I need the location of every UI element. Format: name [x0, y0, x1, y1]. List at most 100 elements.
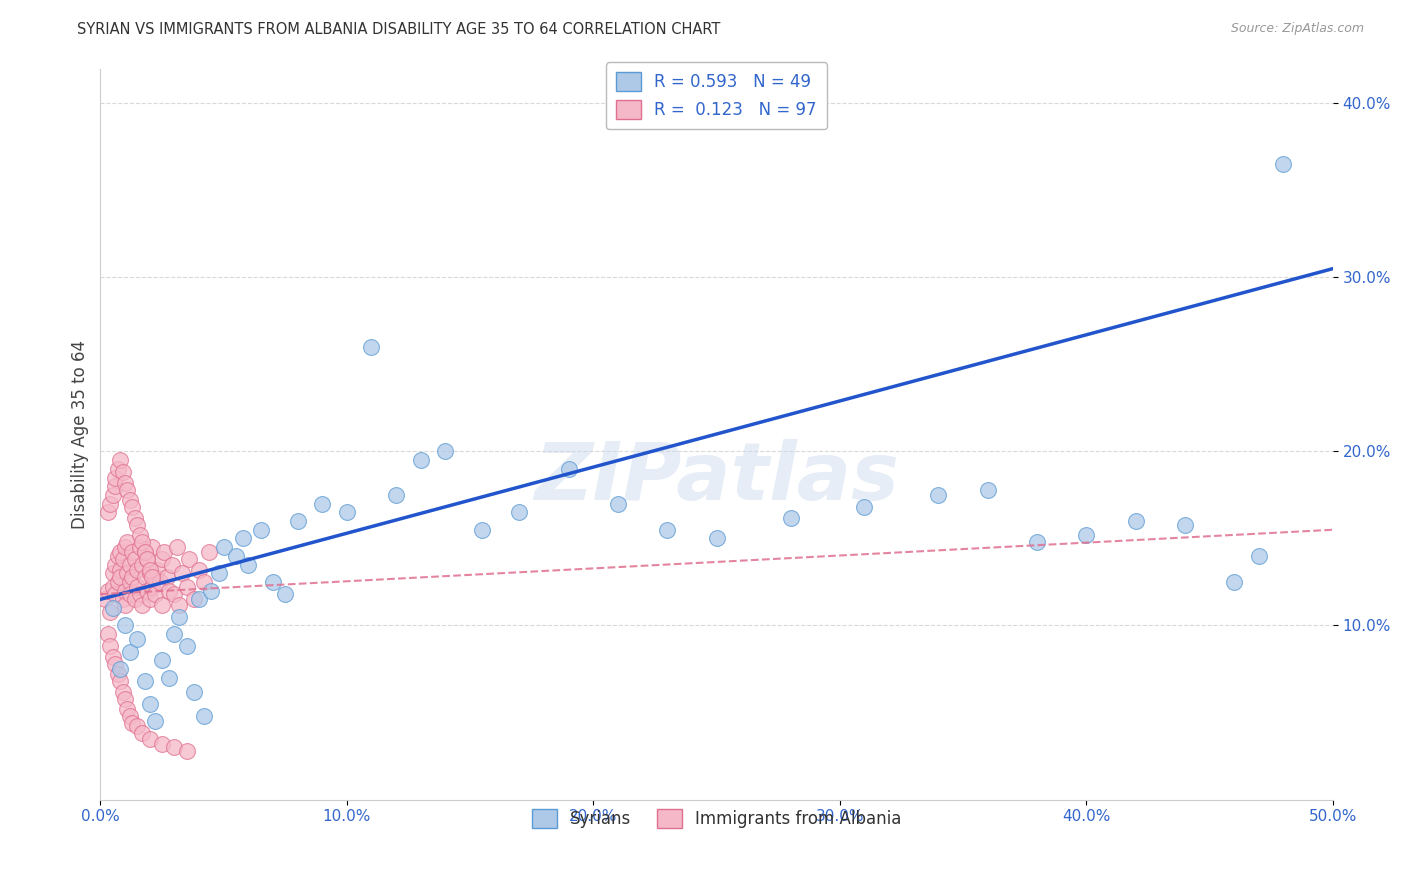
- Point: [98, 605, 121, 619]
- Point: [927, 488, 949, 502]
- Point: [114, 598, 136, 612]
- Point: [101, 649, 124, 664]
- Point: [127, 632, 149, 647]
- Point: [232, 532, 254, 546]
- Point: [131, 558, 153, 572]
- Point: [131, 535, 153, 549]
- Point: [111, 592, 134, 607]
- Point: [193, 709, 215, 723]
- Point: [1076, 528, 1098, 542]
- Point: [101, 601, 124, 615]
- Point: [657, 523, 679, 537]
- Point: [385, 488, 408, 502]
- Text: SYRIAN VS IMMIGRANTS FROM ALBANIA DISABILITY AGE 35 TO 64 CORRELATION CHART: SYRIAN VS IMMIGRANTS FROM ALBANIA DISABI…: [77, 22, 721, 37]
- Point: [141, 580, 163, 594]
- Point: [138, 731, 160, 746]
- Point: [160, 558, 183, 572]
- Point: [143, 587, 166, 601]
- Point: [170, 566, 193, 581]
- Point: [111, 552, 134, 566]
- Point: [336, 505, 359, 519]
- Point: [1223, 574, 1246, 589]
- Point: [136, 552, 159, 566]
- Point: [108, 674, 131, 689]
- Point: [212, 540, 235, 554]
- Point: [141, 570, 163, 584]
- Point: [360, 340, 382, 354]
- Point: [225, 549, 247, 563]
- Point: [150, 653, 173, 667]
- Text: ZIPatlas: ZIPatlas: [534, 439, 898, 516]
- Point: [134, 545, 156, 559]
- Point: [134, 545, 156, 559]
- Point: [101, 488, 124, 502]
- Point: [117, 483, 139, 497]
- Point: [198, 545, 221, 559]
- Point: [97, 505, 120, 519]
- Point: [238, 558, 260, 572]
- Y-axis label: Disability Age 35 to 64: Disability Age 35 to 64: [72, 340, 89, 529]
- Point: [101, 566, 124, 581]
- Point: [779, 510, 801, 524]
- Point: [141, 540, 163, 554]
- Point: [128, 540, 150, 554]
- Point: [114, 691, 136, 706]
- Point: [409, 453, 432, 467]
- Point: [124, 510, 146, 524]
- Point: [98, 497, 121, 511]
- Point: [706, 532, 728, 546]
- Point: [111, 684, 134, 698]
- Point: [114, 475, 136, 490]
- Point: [104, 479, 127, 493]
- Point: [134, 674, 156, 689]
- Point: [111, 465, 134, 479]
- Point: [157, 583, 180, 598]
- Point: [127, 580, 149, 594]
- Point: [118, 709, 141, 723]
- Legend: Syrians, Immigrants from Albania: Syrians, Immigrants from Albania: [526, 803, 908, 835]
- Point: [101, 580, 124, 594]
- Point: [94, 592, 117, 607]
- Point: [163, 740, 186, 755]
- Text: Source: ZipAtlas.com: Source: ZipAtlas.com: [1230, 22, 1364, 36]
- Point: [153, 545, 176, 559]
- Point: [118, 587, 141, 601]
- Point: [138, 563, 160, 577]
- Point: [108, 453, 131, 467]
- Point: [208, 566, 231, 581]
- Point: [97, 583, 120, 598]
- Point: [167, 609, 190, 624]
- Point: [107, 462, 129, 476]
- Point: [114, 540, 136, 554]
- Point: [274, 587, 297, 601]
- Point: [114, 583, 136, 598]
- Point: [976, 483, 998, 497]
- Point: [127, 719, 149, 733]
- Point: [150, 737, 173, 751]
- Point: [108, 563, 131, 577]
- Point: [176, 640, 198, 654]
- Point: [138, 697, 160, 711]
- Point: [108, 570, 131, 584]
- Point: [117, 566, 139, 581]
- Point: [117, 535, 139, 549]
- Point: [118, 558, 141, 572]
- Point: [183, 592, 205, 607]
- Point: [187, 592, 209, 607]
- Point: [508, 505, 530, 519]
- Point: [131, 598, 153, 612]
- Point: [124, 552, 146, 566]
- Point: [434, 444, 457, 458]
- Point: [1247, 549, 1270, 563]
- Point: [121, 570, 143, 584]
- Point: [121, 500, 143, 515]
- Point: [311, 497, 333, 511]
- Point: [138, 592, 160, 607]
- Point: [1125, 514, 1147, 528]
- Point: [1174, 517, 1197, 532]
- Point: [114, 618, 136, 632]
- Point: [97, 627, 120, 641]
- Point: [143, 570, 166, 584]
- Point: [117, 702, 139, 716]
- Point: [118, 574, 141, 589]
